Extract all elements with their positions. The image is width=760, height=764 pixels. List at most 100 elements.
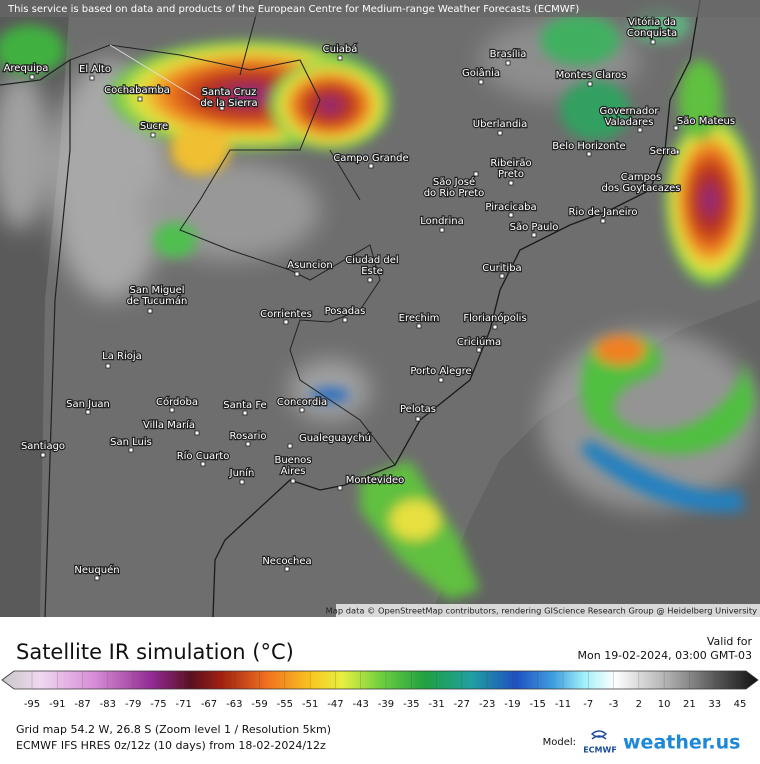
city-label: Montevideo: [346, 475, 404, 486]
city-marker: [476, 347, 482, 353]
city-marker: [40, 452, 46, 458]
city-label: Arequipa: [4, 63, 49, 74]
city-marker: [605, 186, 611, 192]
map: [0, 0, 760, 618]
city-label: Río Cuarto: [177, 450, 230, 462]
city-label: Florianópolis: [463, 312, 526, 324]
city-label: Cuiabá: [323, 43, 358, 55]
city-label: Serra: [650, 146, 677, 157]
city-label: São Paulo: [510, 222, 559, 233]
city-label: Asuncion: [287, 260, 332, 271]
city-label: Londrina: [420, 216, 464, 227]
city-marker: [150, 132, 156, 138]
city-marker: [128, 447, 134, 453]
tick-label: -51: [302, 699, 318, 710]
city-label: dos Goytacazes: [602, 183, 681, 194]
city-marker: [85, 409, 91, 415]
clouds: [0, 7, 755, 600]
tick-label: -27: [454, 699, 470, 710]
tick-label: -79: [125, 699, 141, 710]
city-marker: [586, 151, 592, 157]
city-label: de Tucumán: [127, 295, 188, 307]
tick-label: -95: [24, 699, 40, 710]
city-label: Erechim: [399, 313, 440, 324]
city-label: Villa María: [143, 419, 195, 431]
city-label: Conquista: [627, 28, 677, 39]
tick-label: -55: [277, 699, 293, 710]
city-marker: [194, 430, 200, 436]
city-label: Gualeguaychú: [299, 432, 371, 444]
city-label: Porto Alegre: [410, 366, 471, 377]
grid-info: Grid map 54.2 W, 26.8 S (Zoom level 1 / …: [16, 723, 331, 736]
ecmwf-icon: [590, 730, 608, 740]
city-label: São José: [433, 176, 475, 188]
city-marker: [105, 363, 111, 369]
city-marker: [342, 317, 348, 323]
city-marker: [368, 163, 374, 169]
tick-label: -83: [100, 699, 116, 710]
city-label: Ciudad del: [345, 255, 398, 266]
tick-label: -63: [226, 699, 242, 710]
city-marker: [94, 575, 100, 581]
city-label: Valadares: [605, 117, 654, 128]
city-label: Montes Claros: [556, 70, 627, 81]
tick-label: -15: [530, 699, 546, 710]
city-label: Curitiba: [482, 263, 521, 274]
city-label: de la Sierra: [200, 98, 257, 109]
city-marker: [439, 227, 445, 233]
city-marker: [499, 273, 505, 279]
city-marker: [674, 149, 680, 155]
city-marker: [299, 407, 305, 413]
colorbar: [1, 670, 759, 690]
city-label: Posadas: [325, 306, 366, 317]
city-marker: [287, 443, 293, 449]
city-label: Neuquén: [74, 564, 119, 576]
city-marker: [587, 81, 593, 87]
city-label: Vitória da: [628, 16, 676, 28]
city-layer: Arequipa El Alto Cochabamba Cuiabá Brasília G…: [2, 15, 736, 581]
city-marker: [478, 79, 484, 85]
city-marker: [600, 218, 606, 224]
city-marker: [673, 125, 679, 131]
city-marker: [637, 127, 643, 133]
city-label: San Miguel: [129, 285, 184, 296]
borders: [0, 0, 701, 618]
valid-label: Valid for: [707, 635, 753, 648]
city-marker: [508, 212, 514, 218]
city-label: Pelotas: [400, 404, 436, 415]
tick-label: -71: [176, 699, 192, 710]
city-label: Rosario: [230, 431, 267, 442]
city-label: Goiânia: [462, 67, 500, 79]
city-marker: [245, 441, 251, 447]
city-label: Junín: [229, 467, 255, 479]
city-label: El Alto: [79, 64, 111, 75]
city-label: Corrientes: [260, 309, 312, 320]
city-marker: [497, 130, 503, 136]
city-marker: [290, 478, 296, 484]
tick-label: 21: [683, 699, 696, 710]
city-marker: [294, 271, 300, 277]
tick-label: -31: [428, 699, 444, 710]
city-marker: [239, 479, 245, 485]
tick-label: -7: [583, 699, 593, 710]
tick-label: -87: [74, 699, 90, 710]
tick-label: -67: [201, 699, 217, 710]
city-label: San Luis: [110, 437, 152, 448]
city-marker: [219, 105, 225, 111]
city-marker: [416, 323, 422, 329]
model-logo: ECMWF: [583, 746, 617, 755]
city-label: Santa Fe: [223, 400, 266, 411]
city-marker: [473, 171, 479, 177]
tick-label: 2: [636, 699, 642, 710]
city-label: Piracicaba: [485, 202, 536, 213]
city-marker: [438, 377, 444, 383]
city-label: Santiago: [21, 441, 65, 452]
attribution: Map data © OpenStreetMap contributors, r…: [326, 606, 758, 616]
city-label: Cochabamba: [104, 85, 170, 96]
tick-label: -23: [479, 699, 495, 710]
brand-logo[interactable]: weather.us: [623, 732, 740, 754]
city-label: Ribeirão: [490, 158, 531, 169]
tick-label: -43: [353, 699, 369, 710]
